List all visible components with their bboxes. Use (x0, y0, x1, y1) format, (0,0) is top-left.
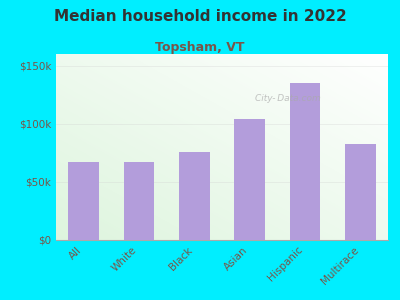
Bar (234, 119, 265, 240)
Text: City- Data.com: City- Data.com (255, 94, 321, 103)
Bar (68, 162, 99, 240)
Bar (290, 83, 320, 240)
Bar (124, 162, 154, 240)
Bar (179, 152, 210, 240)
Text: Median household income in 2022: Median household income in 2022 (54, 9, 346, 24)
Text: Topsham, VT: Topsham, VT (155, 40, 245, 53)
Bar (345, 143, 376, 240)
